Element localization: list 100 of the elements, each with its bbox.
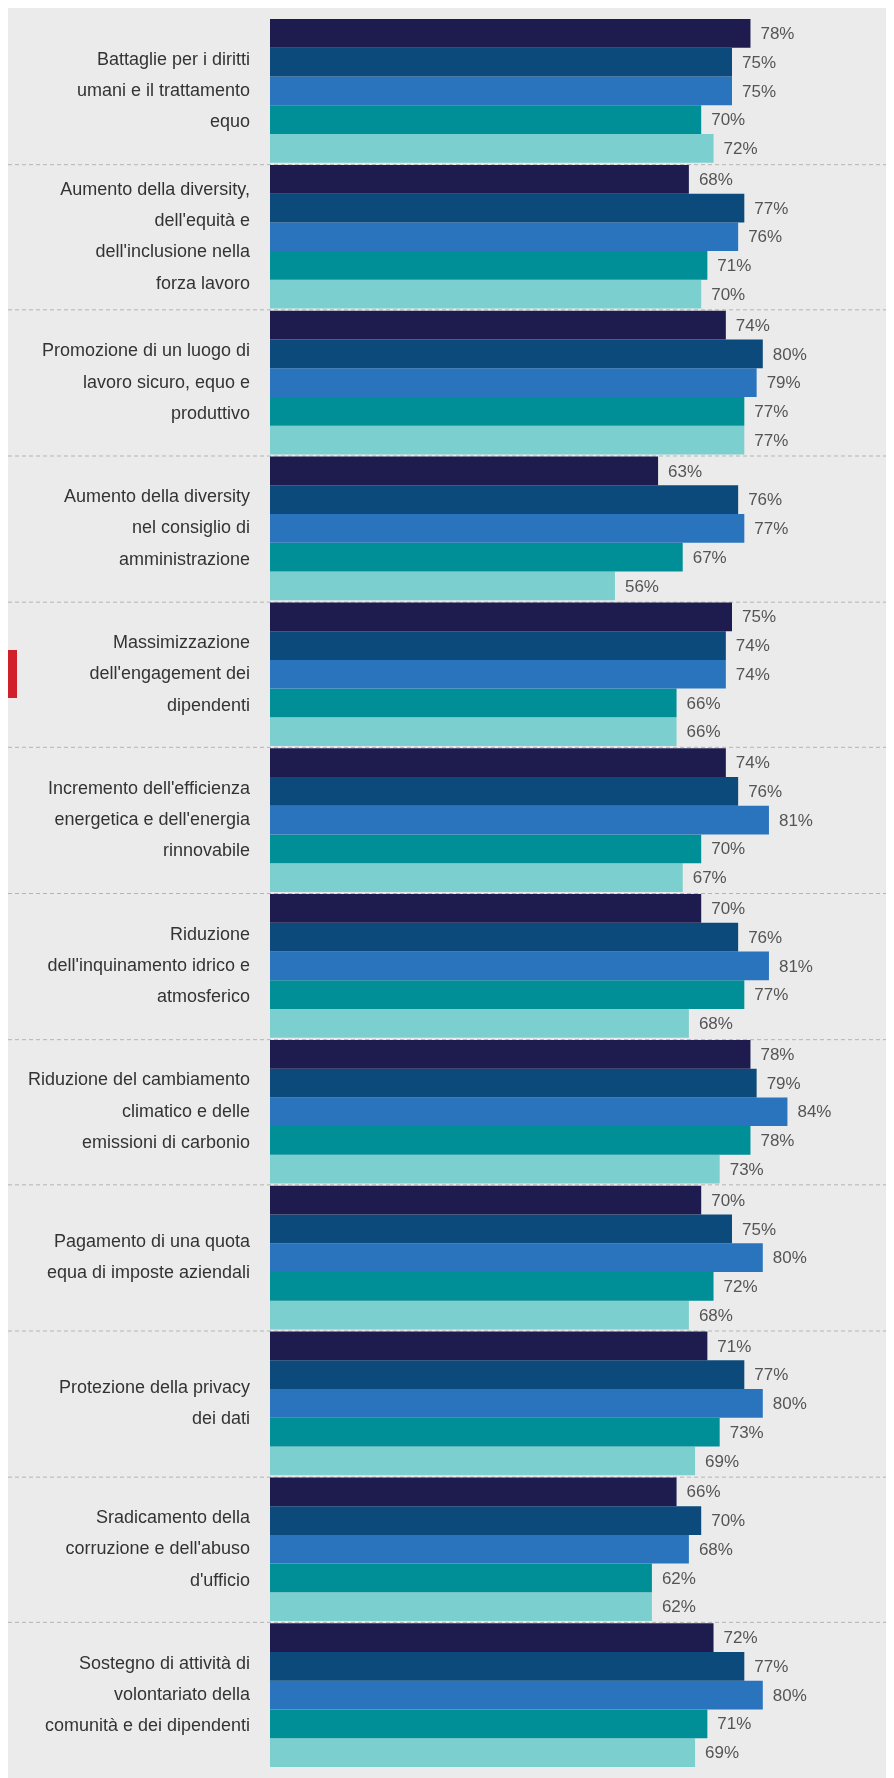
bar [270,922,739,952]
bar [270,396,745,426]
bar [270,1592,652,1622]
bar [270,1417,720,1447]
bar [270,1154,720,1184]
bar [270,863,683,892]
data-label: 74% [735,664,770,684]
data-label: 76% [748,782,783,801]
data-label: 69% [705,1451,740,1471]
data-label: 67% [692,547,727,567]
bar [270,1185,702,1215]
bar [270,631,726,660]
bar [270,980,745,1010]
bar [270,659,726,689]
y-tick-label: Massimizzazione dell'engagement dei dipendenti [89,631,251,715]
y-tick-label: Incremento dell'efficienza energetica e dell'energia rinnovabile [47,777,251,861]
data-label: 70% [711,1511,746,1531]
data-label: 77% [754,198,789,218]
data-label: 80% [772,344,807,364]
bar [270,1709,708,1739]
bar [270,1068,757,1098]
bar [270,1300,689,1330]
data-label: 78% [760,24,795,44]
data-label: 68% [698,169,733,189]
bar [270,1738,696,1767]
data-label: 75% [742,607,776,627]
bar [270,602,732,632]
bar [270,1389,763,1418]
data-label: 69% [705,1743,740,1763]
data-label: 75% [742,81,776,101]
bar [270,1126,751,1155]
data-label: 68% [698,1539,733,1559]
data-label: 73% [729,1422,764,1442]
data-label: 80% [772,1394,807,1414]
data-label: 66% [686,693,721,713]
bar [270,688,677,718]
data-label: 79% [766,1073,801,1093]
bar [270,776,739,806]
bar [270,1623,714,1652]
bar [270,805,769,835]
data-label: 71% [717,1336,752,1356]
bar [270,47,732,77]
bar [270,951,769,981]
bar [270,1097,788,1127]
data-label: 68% [698,1305,733,1325]
data-label: 76% [748,227,783,247]
y-tick-label: Riduzione dell'inquinamento idrico e atmosferico [47,923,251,1007]
bar [270,339,763,369]
data-label: 74% [735,753,770,773]
data-label: 77% [754,402,789,421]
y-tick-label: Riduzione del cambiamento climatico e delle emissioni di carbonio [28,1069,251,1152]
data-label: 76% [748,927,783,947]
bar [270,834,702,864]
bar [270,542,683,572]
data-label: 77% [754,1365,789,1385]
data-label: 56% [624,576,659,596]
data-label: 72% [723,1628,758,1648]
data-label: 79% [766,373,801,393]
data-label: 77% [754,1657,789,1676]
bar [270,368,757,397]
bar [270,251,708,280]
data-label: 72% [723,139,758,159]
data-label: 76% [748,490,783,510]
bar [270,894,702,923]
bar [270,310,726,340]
bar [270,222,739,252]
bar [270,1331,708,1361]
data-label: 70% [711,110,746,130]
data-label: 75% [742,52,776,72]
bar [270,1360,745,1390]
bar [270,76,732,106]
bar [270,717,677,747]
bar [270,425,745,455]
bar [270,1651,745,1681]
bar [270,456,659,486]
data-label: 62% [661,1597,696,1617]
bar [270,1680,763,1710]
y-tick-label: Sostegno di attività di volontariato della comunità e dei dipendenti [44,1652,251,1736]
bar [270,514,745,543]
data-label: 71% [717,1714,752,1734]
data-label: 80% [772,1248,807,1268]
bar [270,1271,714,1301]
data-label: 80% [772,1685,807,1705]
data-label: 70% [711,839,746,859]
data-label: 70% [711,284,746,304]
data-label: 70% [711,1190,746,1210]
bar [270,1009,689,1038]
y-tick-label: Sradicamento della corruzione e dell'abuso d'ufficio [65,1506,251,1590]
data-label: 84% [797,1102,832,1122]
bar [270,164,689,194]
data-label: 72% [723,1277,758,1296]
data-label: 75% [742,1219,776,1239]
data-label: 77% [754,985,789,1005]
data-label: 73% [729,1159,764,1179]
data-label: 63% [668,461,703,481]
y-tick-label: Aumento della diversity nel consiglio di amministrazione [64,486,251,569]
data-label: 74% [735,315,770,335]
data-label: 77% [754,430,789,450]
bar [270,1214,732,1244]
bar [270,1477,677,1507]
